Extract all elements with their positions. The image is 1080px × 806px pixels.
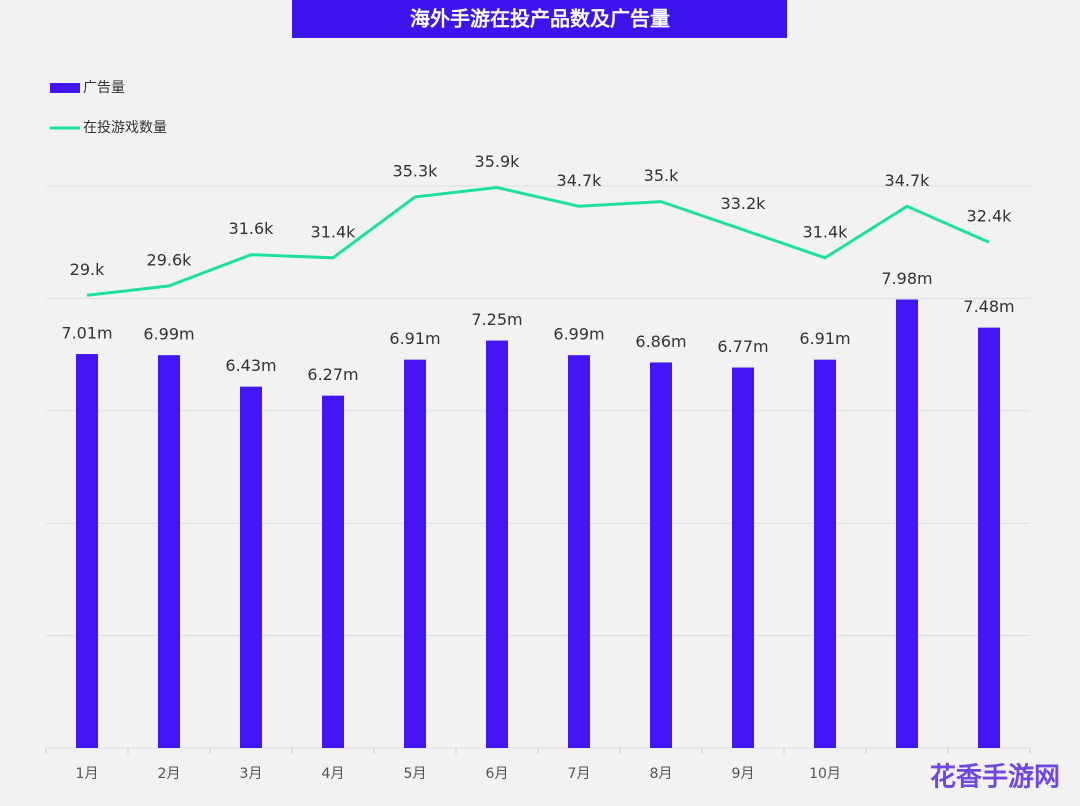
bar-value-label: 6.77m (717, 337, 768, 356)
legend-label: 在投游戏数量 (83, 120, 167, 136)
bar-value-label: 6.99m (553, 325, 604, 344)
bar (814, 359, 836, 748)
line-value-label: 29.6k (147, 250, 193, 269)
x-tick-label: 7月 (568, 766, 591, 782)
bar-value-label: 7.98m (881, 269, 932, 288)
x-tick-label: 1月 (76, 766, 99, 782)
bar (404, 359, 426, 748)
x-tick-label: 3月 (240, 766, 263, 782)
bar-value-label: 6.99m (143, 325, 194, 344)
bar-value-label: 6.27m (307, 365, 358, 384)
line-value-label: 34.7k (557, 171, 603, 190)
bar-value-label: 7.25m (471, 310, 522, 329)
bar (158, 355, 180, 748)
legend-label: 广告量 (83, 80, 125, 96)
bar (322, 395, 344, 748)
watermark: 花香手游网 (930, 763, 1060, 793)
bar (76, 354, 98, 748)
x-tick-label: 6月 (486, 766, 509, 782)
line-value-label: 29.k (70, 260, 105, 279)
bar-value-label: 6.91m (799, 329, 850, 348)
bar-value-label: 7.48m (963, 297, 1014, 316)
title-box (292, 0, 787, 38)
line-value-label: 31.6k (229, 219, 275, 238)
bar-value-label: 6.91m (389, 329, 440, 348)
bar (978, 327, 1000, 748)
x-tick-label: 4月 (322, 766, 345, 782)
line-value-label: 35.k (644, 166, 679, 185)
bar-value-label: 6.43m (225, 356, 276, 375)
bar (240, 386, 262, 748)
x-tick-label: 9月 (732, 766, 755, 782)
bar-value-label: 6.86m (635, 332, 686, 351)
x-tick-label: 2月 (158, 766, 181, 782)
line-value-label: 32.4k (967, 207, 1013, 226)
bar (732, 367, 754, 748)
line-value-label: 34.7k (885, 171, 931, 190)
x-tick-label: 5月 (404, 766, 427, 782)
bar (568, 355, 590, 748)
line-value-label: 35.3k (393, 161, 439, 180)
legend-swatch (50, 83, 80, 93)
x-tick-label: 8月 (650, 766, 673, 782)
bar (896, 299, 918, 748)
line-value-label: 35.9k (475, 152, 521, 171)
chart-title: 海外手游在投产品数及广告量 (410, 7, 670, 31)
line-value-label: 33.2k (721, 194, 767, 213)
line-value-label: 31.4k (803, 222, 849, 241)
line-value-label: 31.4k (311, 222, 357, 241)
line (86, 186, 990, 297)
x-tick-label: 10月 (809, 766, 841, 782)
bar (486, 340, 508, 748)
bar-value-label: 7.01m (61, 324, 112, 343)
bar (650, 362, 672, 748)
